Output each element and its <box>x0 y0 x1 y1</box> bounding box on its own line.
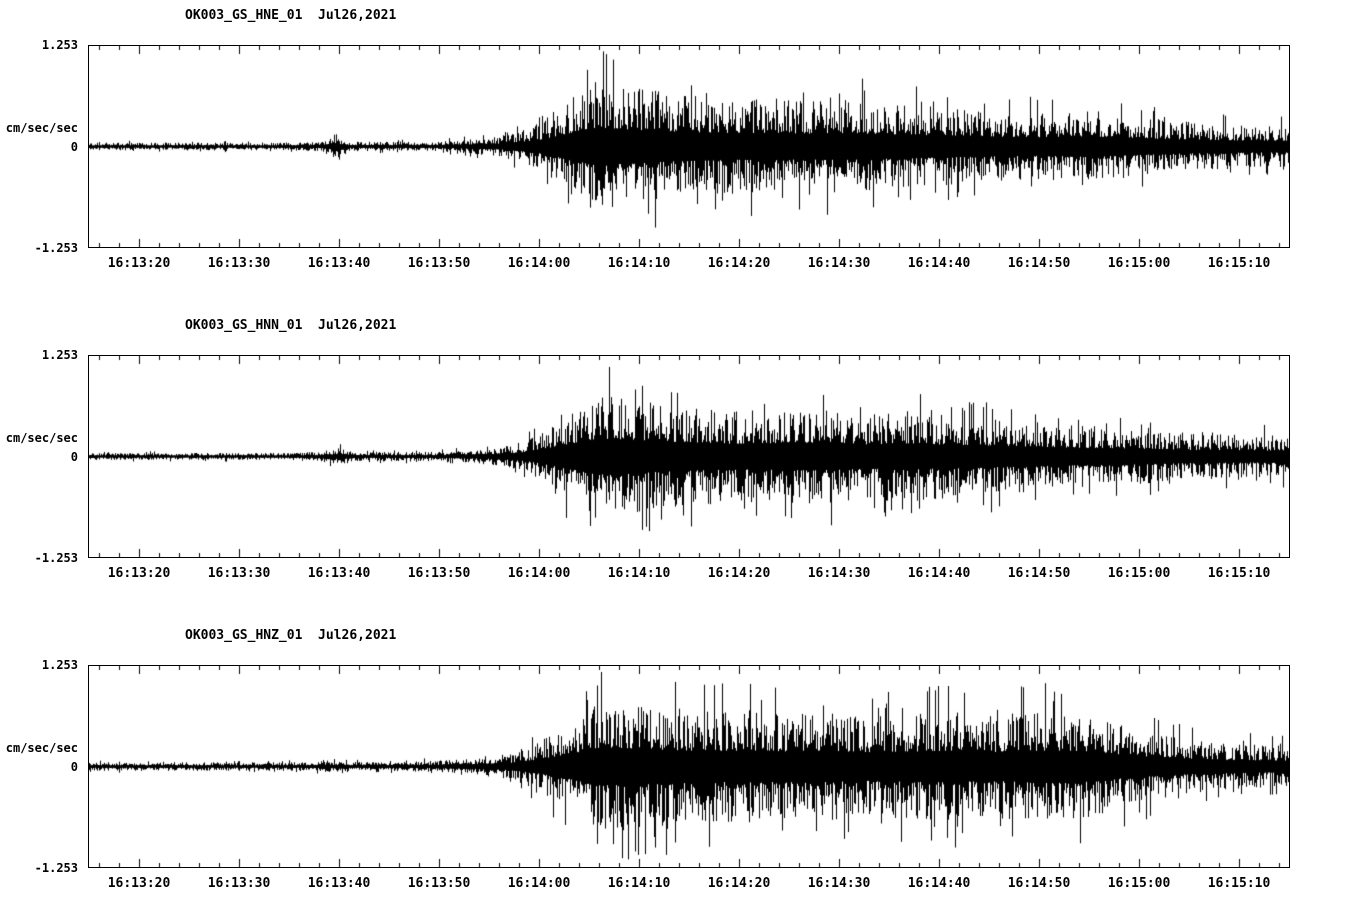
x-tick-label: 16:13:40 <box>307 566 371 581</box>
x-tick-label: 16:14:10 <box>607 256 671 271</box>
x-tick-label: 16:14:50 <box>1007 876 1071 891</box>
trace-title: OK003_GS_HNE_01 Jul26,2021 <box>185 8 397 23</box>
x-tick-label: 16:14:30 <box>807 566 871 581</box>
y-unit-label: cm/sec/sec <box>5 741 78 755</box>
x-tick-label: 16:14:40 <box>907 566 971 581</box>
x-tick-label: 16:13:50 <box>407 566 471 581</box>
y-zero-label: 0 <box>70 760 78 774</box>
x-tick-label: 16:13:20 <box>107 256 171 271</box>
x-tick-label: 16:13:20 <box>107 876 171 891</box>
x-tick-label: 16:13:40 <box>307 256 371 271</box>
plot-frame <box>88 45 1290 248</box>
y-min-label: -1.253 <box>34 861 78 875</box>
x-tick-label: 16:13:40 <box>307 876 371 891</box>
x-tick-label: 16:14:10 <box>607 566 671 581</box>
x-tick-label: 16:14:30 <box>807 876 871 891</box>
y-min-label: -1.253 <box>34 241 78 255</box>
x-tick-label: 16:14:40 <box>907 256 971 271</box>
y-max-label: 1.253 <box>41 658 78 672</box>
x-tick-label: 16:13:20 <box>107 566 171 581</box>
x-tick-label: 16:15:10 <box>1207 256 1271 271</box>
waveform-canvas <box>89 356 1289 557</box>
x-tick-label: 16:14:40 <box>907 876 971 891</box>
x-axis-labels: 16:13:20 16:13:30 16:13:40 16:13:50 16:14:00… <box>88 876 1290 892</box>
x-tick-label: 16:14:50 <box>1007 566 1071 581</box>
x-axis-labels: 16:13:20 16:13:30 16:13:40 16:13:50 16:14:00… <box>88 566 1290 582</box>
x-tick-label: 16:14:10 <box>607 876 671 891</box>
x-tick-label: 16:13:30 <box>207 566 271 581</box>
x-tick-label: 16:13:30 <box>207 876 271 891</box>
plot-frame <box>88 665 1290 868</box>
y-min-label: -1.253 <box>34 551 78 565</box>
y-zero-label: 0 <box>70 140 78 154</box>
x-axis-labels: 16:13:20 16:13:30 16:13:40 16:13:50 16:14:00… <box>88 256 1290 272</box>
x-tick-label: 16:14:50 <box>1007 256 1071 271</box>
y-zero-label: 0 <box>70 450 78 464</box>
x-tick-label: 16:13:50 <box>407 256 471 271</box>
plot-frame <box>88 355 1290 558</box>
x-tick-label: 16:14:20 <box>707 256 771 271</box>
waveform-canvas <box>89 666 1289 867</box>
x-tick-label: 16:15:00 <box>1107 256 1171 271</box>
x-tick-label: 16:14:00 <box>507 256 571 271</box>
x-tick-label: 16:15:10 <box>1207 876 1271 891</box>
x-tick-label: 16:14:00 <box>507 566 571 581</box>
y-max-label: 1.253 <box>41 38 78 52</box>
x-tick-label: 16:14:20 <box>707 566 771 581</box>
trace-title: OK003_GS_HNN_01 Jul26,2021 <box>185 318 397 333</box>
waveform-canvas <box>89 46 1289 247</box>
x-tick-label: 16:13:30 <box>207 256 271 271</box>
x-tick-label: 16:15:00 <box>1107 566 1171 581</box>
trace-title: OK003_GS_HNZ_01 Jul26,2021 <box>185 628 397 643</box>
y-unit-label: cm/sec/sec <box>5 121 78 135</box>
x-tick-label: 16:15:00 <box>1107 876 1171 891</box>
x-tick-label: 16:13:50 <box>407 876 471 891</box>
y-unit-label: cm/sec/sec <box>5 431 78 445</box>
x-tick-label: 16:14:00 <box>507 876 571 891</box>
x-tick-label: 16:14:20 <box>707 876 771 891</box>
y-max-label: 1.253 <box>41 348 78 362</box>
x-tick-label: 16:14:30 <box>807 256 871 271</box>
x-tick-label: 16:15:10 <box>1207 566 1271 581</box>
